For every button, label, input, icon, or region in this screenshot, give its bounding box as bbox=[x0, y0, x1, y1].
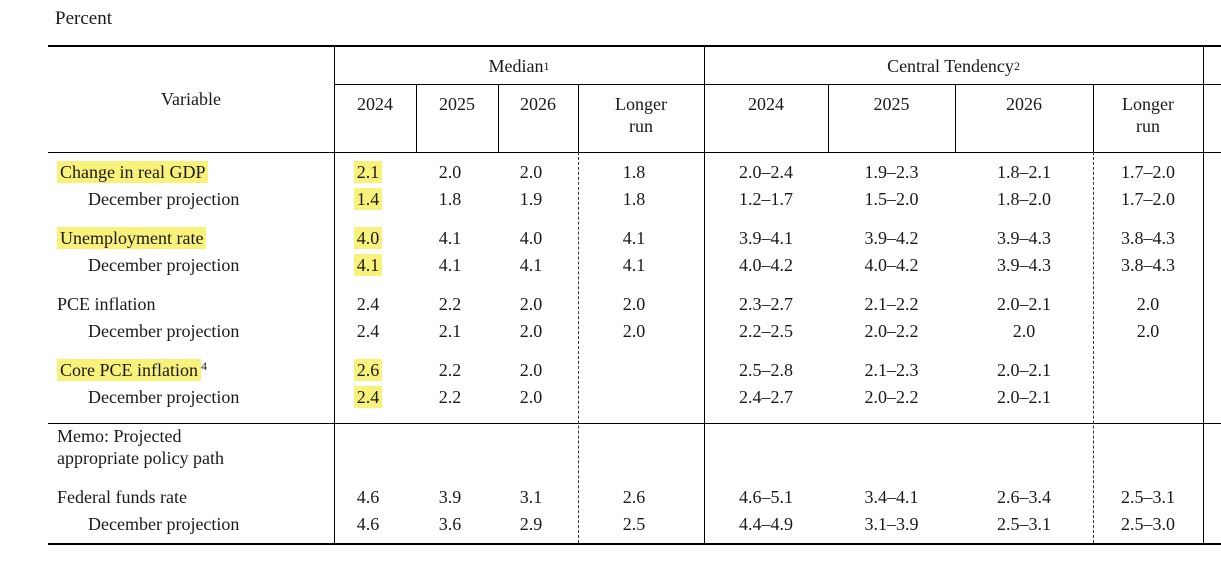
dashed-rule-ct-longer-run bbox=[1093, 152, 1094, 543]
highlighted-value: 2.1 bbox=[353, 161, 383, 183]
central-tendency-group-header: Central Tendency 2 bbox=[887, 55, 1020, 76]
table-row-core-pce: Core PCE inflation 4 2.6 2.2 2.0 2.5–2.8 … bbox=[48, 357, 1221, 384]
rule-median-ct-divider bbox=[704, 47, 705, 543]
projections-table: Variable Median 1 Central Tendency 2 2024 … bbox=[48, 45, 1221, 545]
table-row-gdp: Change in real GDP 2.1 2.0 2.0 1.8 2.0–2… bbox=[48, 159, 1221, 186]
highlighted-value: 4.0 bbox=[353, 227, 383, 249]
year-header-row: 2024 2025 2026 Longer run 2024 2025 2026… bbox=[334, 84, 1203, 152]
median-label: Median bbox=[488, 55, 544, 76]
units-label: Percent bbox=[55, 8, 112, 29]
highlighted-value: 2.4 bbox=[353, 386, 383, 408]
table-row-core-pce-december: December projection 2.4 2.2 2.0 2.4–2.7 … bbox=[48, 384, 1221, 411]
highlighted-value: 1.4 bbox=[353, 188, 383, 210]
highlighted-label: Change in real GDP bbox=[57, 161, 209, 183]
core-pce-footnote-sup: 4 bbox=[201, 359, 207, 373]
row-label: Change in real GDP bbox=[48, 161, 334, 183]
rule-ct-2026-longer bbox=[1093, 84, 1094, 152]
median-2025-header: 2025 bbox=[439, 94, 475, 114]
row-label: December projection bbox=[88, 255, 240, 275]
row-label: Federal funds rate bbox=[57, 487, 187, 507]
rule-above-memo bbox=[48, 423, 1221, 424]
table-row-pce-inflation: PCE inflation 2.4 2.2 2.0 2.0 2.3–2.7 2.… bbox=[48, 291, 1221, 318]
rule-variable-divider bbox=[334, 47, 335, 543]
central-tendency-label: Central Tendency bbox=[887, 55, 1014, 76]
table-row-memo: Memo: Projected appropriate policy path bbox=[48, 425, 1221, 471]
table-row-unemployment-december: December projection 4.1 4.1 4.1 4.1 4.0–… bbox=[48, 252, 1221, 279]
ct-2024-header: 2024 bbox=[748, 94, 784, 114]
rule-median-2025-2026 bbox=[498, 84, 499, 152]
row-label: December projection bbox=[88, 189, 240, 209]
rule-median-2026-longer bbox=[578, 84, 579, 152]
median-group-header: Median 1 bbox=[488, 55, 550, 76]
dashed-rule-median-longer-run bbox=[578, 152, 579, 543]
row-label: December projection bbox=[88, 321, 240, 341]
rule-under-year-headers bbox=[48, 152, 1221, 153]
rule-median-2024-2025 bbox=[416, 84, 417, 152]
row-label: Core PCE inflation 4 bbox=[48, 359, 334, 381]
table-row-fed-funds-december: December projection 4.6 3.6 2.9 2.5 4.4–… bbox=[48, 511, 1221, 538]
ct-2026-header: 2026 bbox=[1006, 94, 1042, 114]
highlighted-label: Core PCE inflation bbox=[57, 359, 201, 381]
variable-column-header: Variable bbox=[161, 89, 221, 109]
highlighted-value: 4.1 bbox=[353, 254, 383, 276]
rule-right-cutoff-divider bbox=[1203, 47, 1204, 543]
rule-ct-2024-2025 bbox=[828, 84, 829, 152]
row-label: PCE inflation bbox=[57, 294, 156, 314]
median-2026-header: 2026 bbox=[520, 94, 556, 114]
memo-label: Memo: Projected appropriate policy path bbox=[57, 426, 224, 468]
row-label: Unemployment rate bbox=[48, 227, 334, 249]
ct-longer-run-header: Longer run bbox=[1122, 94, 1174, 136]
table-row-fed-funds: Federal funds rate 4.6 3.9 3.1 2.6 4.6–5… bbox=[48, 484, 1221, 511]
highlighted-value: 2.6 bbox=[353, 359, 383, 381]
table-row-unemployment: Unemployment rate 4.0 4.1 4.0 4.1 3.9–4.… bbox=[48, 225, 1221, 252]
table-row-pce-december: December projection 2.4 2.1 2.0 2.0 2.2–… bbox=[48, 318, 1221, 345]
row-label: December projection bbox=[88, 514, 240, 534]
row-label: December projection bbox=[88, 387, 240, 407]
ct-2025-header: 2025 bbox=[873, 94, 910, 114]
table-row-gdp-december: December projection 1.4 1.8 1.9 1.8 1.2–… bbox=[48, 186, 1221, 213]
rule-under-group-headers bbox=[334, 84, 1221, 85]
median-longer-run-header: Longer run bbox=[615, 94, 667, 136]
median-2024-header: 2024 bbox=[357, 94, 393, 114]
highlighted-label: Unemployment rate bbox=[57, 227, 207, 249]
rule-ct-2025-2026 bbox=[955, 84, 956, 152]
